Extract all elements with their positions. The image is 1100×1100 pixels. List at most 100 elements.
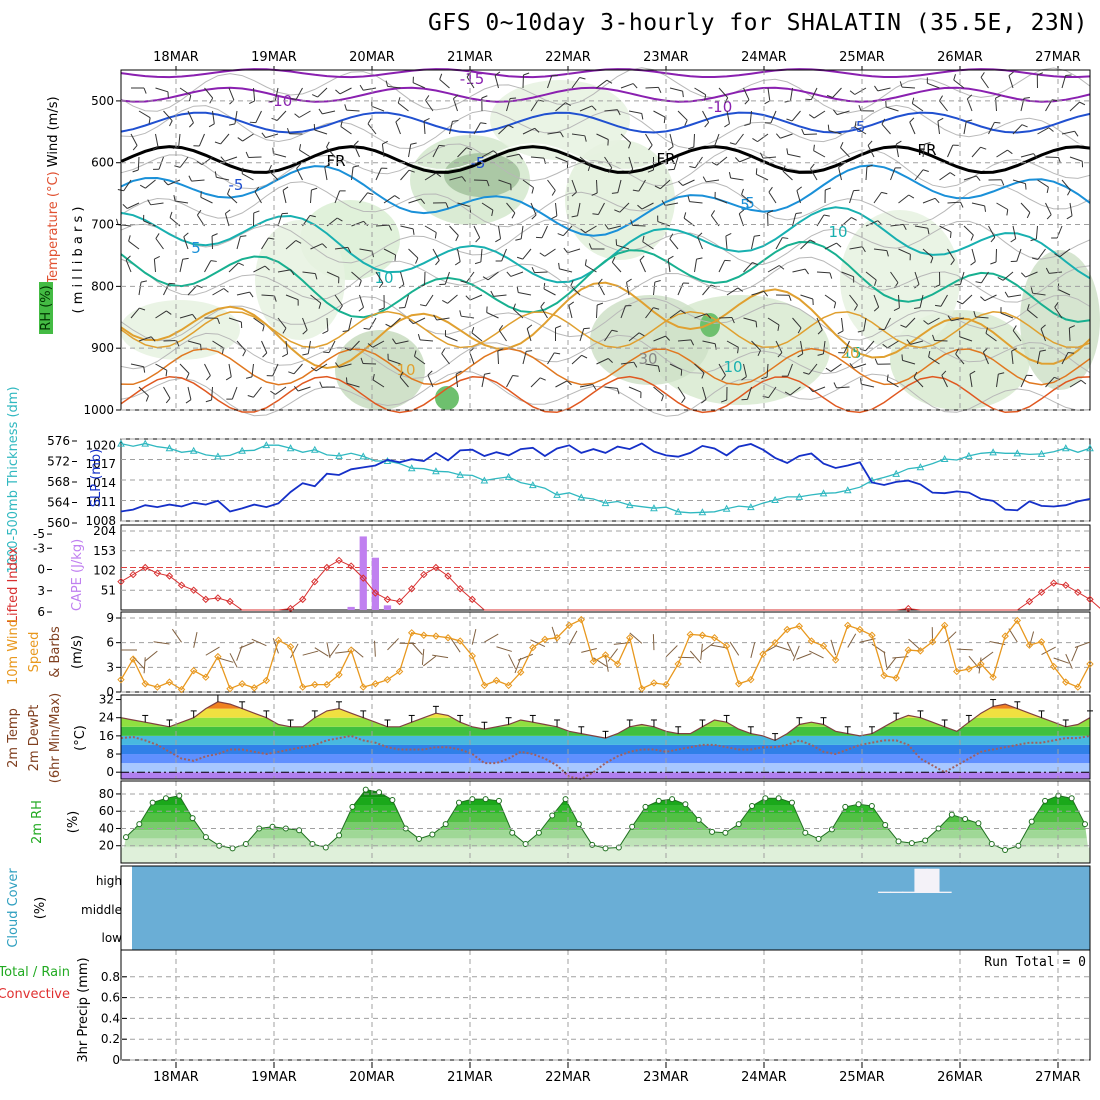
wind-barb: [469, 294, 483, 301]
wind-barb-flag: [597, 302, 604, 306]
wind-barb-flag: [823, 214, 830, 217]
wind-barb: [315, 363, 328, 372]
rh-marker: [469, 796, 476, 803]
temp-ylabel-4-text: (°C): [73, 725, 88, 751]
wind-barb: [297, 386, 311, 392]
wind-barb-flag: [435, 260, 440, 266]
wind10-marker: [456, 637, 464, 645]
rh-frame: [120, 780, 1091, 864]
wind-barb: [224, 213, 230, 227]
wind-barb-flag: [1046, 186, 1049, 194]
wind-barb: [457, 202, 471, 208]
wind-barb: [155, 87, 169, 93]
temp-ylabel-1-text: 2m Temp: [6, 708, 21, 768]
wind-barb-flag: [1074, 131, 1079, 137]
wind-barb: [763, 156, 777, 159]
wind-barb: [953, 79, 965, 89]
wind-barb-flag: [632, 189, 639, 192]
wind-barb-flag: [314, 273, 318, 280]
isotherm-warm: [120, 347, 1091, 386]
wind-barb: [751, 236, 755, 250]
wind-barb: [555, 156, 568, 163]
chart-title: GFS 0~10day 3-hourly for SHALATIN (35.5E…: [428, 10, 1088, 36]
wind-barb-flag: [744, 99, 750, 105]
wind-barb: [1037, 127, 1050, 135]
rh-marker: [362, 786, 369, 793]
wind-barb: [534, 271, 548, 274]
wind-barb-flag: [1030, 238, 1037, 242]
wind10-marker: [262, 676, 271, 685]
wind-barb: [518, 292, 532, 296]
temp-ylabel-4: (°C): [73, 725, 88, 751]
wind-barb: [682, 179, 695, 186]
wind-barb: [408, 144, 412, 158]
date-label-top: 21MAR: [447, 50, 493, 65]
wind10-barb: [629, 632, 643, 644]
wind-barb: [273, 153, 287, 158]
wind-barb: [211, 386, 213, 401]
li-marker: [420, 570, 428, 579]
rh-tick-label: 40: [99, 821, 114, 835]
thickness-marker: [310, 445, 319, 453]
wind-barb-flag: [1058, 157, 1061, 164]
wind10-marker: [904, 646, 913, 654]
thickness-marker: [165, 444, 174, 452]
rh-marker: [775, 795, 782, 802]
wind-barb-flag: [319, 381, 323, 388]
wind10-barb: [1041, 646, 1056, 655]
wind-barb: [339, 87, 352, 95]
wind-barb: [863, 317, 867, 331]
wind-barb: [498, 225, 502, 239]
wind10-barb: [193, 632, 198, 648]
wind-barb: [673, 156, 679, 170]
li-marker: [444, 572, 452, 580]
wind10-marker: [601, 651, 610, 659]
wind-barb: [359, 294, 364, 308]
wind-barb-flag: [410, 142, 417, 145]
wind-barb: [751, 290, 765, 296]
wind10-barb: [171, 628, 182, 643]
date-label-bottom: 18MAR: [153, 1070, 199, 1085]
cape-bar: [371, 557, 379, 610]
slp-tick-label: 1017: [85, 457, 116, 471]
wind-barb: [941, 375, 948, 388]
li-marker: [1025, 597, 1034, 606]
wind10-barb: [229, 653, 238, 668]
wind-barb-flag: [1033, 153, 1038, 159]
wind10-marker: [795, 622, 804, 630]
wind-barb-flag: [950, 259, 955, 266]
rh-marker: [868, 803, 875, 810]
wind-barb: [178, 133, 181, 147]
wind-barb-flag: [731, 317, 735, 324]
wind-barb-flag: [510, 97, 517, 100]
rh-shading: [840, 210, 960, 350]
wind-barb: [1016, 248, 1022, 262]
wind-barb-flag: [378, 282, 384, 289]
pressure-tick-label: 800: [91, 279, 114, 293]
thickness-marker: [722, 504, 731, 512]
wind10-marker: [492, 676, 501, 685]
wind-barb: [179, 313, 193, 319]
wind-barb-flag: [1066, 215, 1073, 220]
wind-barb-flag: [985, 327, 988, 334]
wind10-barb: [1053, 657, 1069, 664]
wind-barb-flag: [262, 352, 268, 358]
wind-barb: [522, 248, 532, 260]
wind-barb-flag: [264, 265, 270, 271]
wind-barb-flag: [352, 165, 360, 168]
wind-barb-flag: [591, 192, 598, 196]
wind-barb-flag: [697, 232, 703, 238]
wind-barb: [693, 133, 695, 148]
wind-barb: [628, 156, 634, 170]
wind10-barb: [786, 641, 795, 657]
temp-frame: [120, 694, 1091, 780]
wind-barb: [338, 363, 352, 368]
wind10-marker: [662, 680, 670, 689]
thickness-marker: [989, 448, 997, 456]
thickness-marker: [771, 495, 779, 503]
rh-marker: [336, 832, 343, 839]
cape-tick-label: 204: [93, 524, 116, 538]
li-marker: [1049, 579, 1058, 587]
wind-barb-flag: [970, 261, 976, 266]
wind-barb-flag: [939, 95, 943, 102]
